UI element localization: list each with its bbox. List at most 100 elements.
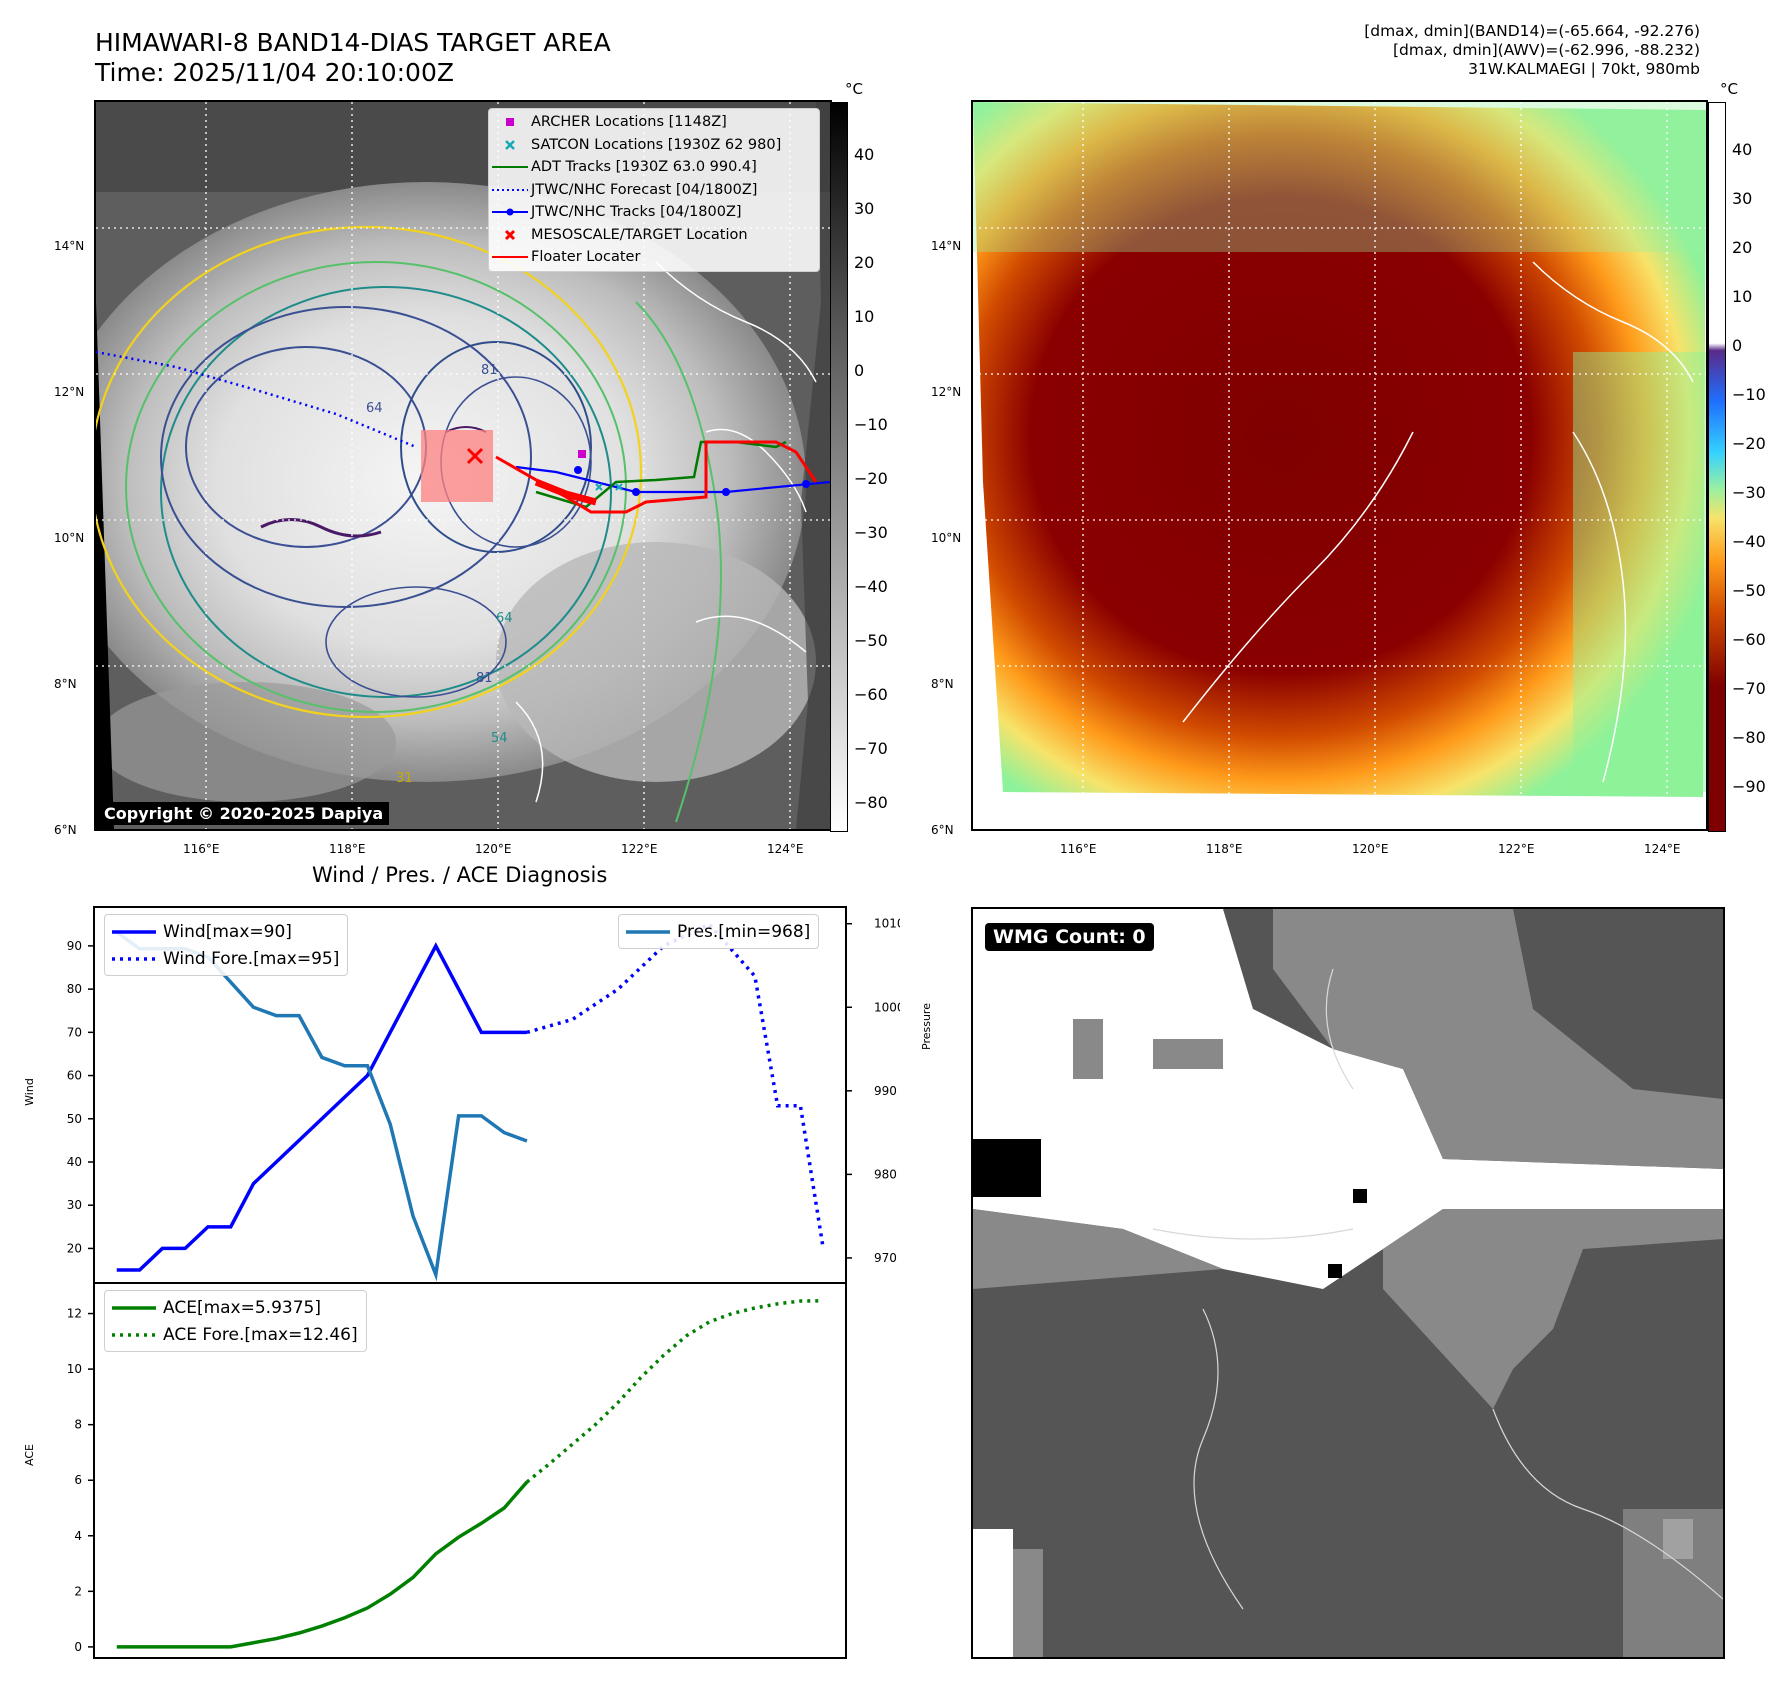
awv-colorbar-tick: −80	[1732, 728, 1766, 747]
ir-colorbar-tick: −10	[854, 415, 888, 434]
lat-tick-label: 14°N	[54, 239, 85, 253]
lat-tick-label: 14°N	[931, 239, 962, 253]
ir-map-legend: ARCHER Locations [1148Z] SATCON Location…	[488, 108, 820, 272]
ir-colorbar-tick: −20	[854, 469, 888, 488]
legend-ace: ACE[max=5.9375]	[105, 1294, 358, 1321]
awv-colorbar-tick: −60	[1732, 630, 1766, 649]
ir-colorbar	[830, 102, 848, 832]
ace-series-line-0	[116, 1480, 529, 1649]
ace-line-icon	[112, 1305, 156, 1310]
series-line-1	[526, 922, 825, 1249]
legend-item-floater: Floater Locater	[489, 246, 819, 269]
lat-tick-label: 8°N	[54, 677, 77, 691]
ace-y-tick-label: 8	[74, 1418, 82, 1432]
blue-dotted-line-icon	[492, 188, 528, 191]
lon-tick-label: 118°E	[1206, 842, 1243, 856]
archer-marker	[578, 450, 586, 458]
awv-colorbar-tick: −10	[1732, 385, 1766, 404]
legend-item-adt: ADT Tracks [1930Z 63.0 990.4]	[489, 156, 819, 179]
band14-range: [dmax, dmin](BAND14)=(-65.664, -92.276)	[1364, 22, 1700, 40]
ir-colorbar-tick: 20	[854, 253, 875, 272]
wind-y-tick-label: 40	[67, 1155, 82, 1169]
lat-tick-label: 8°N	[931, 677, 954, 691]
awv-colorbar-tick: −70	[1732, 679, 1766, 698]
legend-wind: Wind[max=90]	[105, 918, 339, 945]
lon-tick-label: 122°E	[621, 842, 658, 856]
wind-legend: Wind[max=90] Wind Fore.[max=95]	[104, 914, 349, 976]
lat-tick-label: 10°N	[931, 531, 962, 545]
ace-plot-frame	[93, 1282, 847, 1659]
lon-tick-label: 120°E	[1352, 842, 1389, 856]
contour-label-3: 64	[496, 611, 513, 626]
lat-tick-label: 10°N	[54, 531, 85, 545]
wind-y-tick-label: 80	[67, 982, 82, 996]
copyright-label: Copyright © 2020-2025 Dapiya	[98, 802, 390, 825]
ir-colorbar-unit: °C	[845, 80, 863, 98]
series-line-2	[115, 930, 528, 1282]
awv-map-panel	[971, 100, 1708, 831]
ir-colorbar-tick: −60	[854, 685, 888, 704]
awv-colorbar-tick: 10	[1732, 287, 1753, 306]
lon-tick-label: 116°E	[183, 842, 220, 856]
figure-title-line1: HIMAWARI-8 BAND14-DIAS TARGET AREA	[95, 28, 611, 57]
contour-label-2: 64	[366, 401, 383, 416]
lon-tick-label: 122°E	[1498, 842, 1535, 856]
ir-colorbar-tick: 0	[854, 361, 865, 380]
legend-item-tracks: JTWC/NHC Tracks [04/1800Z]	[489, 201, 819, 224]
ace-series-line-1	[525, 1299, 824, 1484]
wmg-panel: WMG Count: 0	[971, 907, 1725, 1659]
ir-colorbar-tick: −30	[854, 523, 888, 542]
pressure-y-tick-label: 970	[874, 1251, 897, 1265]
pressure-y-tick-label: 980	[874, 1167, 897, 1181]
ir-colorbar-tick: −70	[854, 739, 888, 758]
ace-y-tick-label: 0	[74, 1640, 82, 1654]
diagnosis-title: Wind / Pres. / ACE Diagnosis	[312, 863, 608, 887]
lat-tick-label: 12°N	[54, 385, 85, 399]
contour-label-1: 81	[481, 363, 498, 378]
blue-dot-line-icon	[492, 208, 528, 216]
green-line-icon	[492, 166, 528, 169]
red-x-icon	[504, 229, 516, 240]
wmg-map-image	[973, 909, 1723, 1657]
pressure-legend: Pres.[min=968]	[618, 914, 820, 949]
wind-y-tick-label: 50	[67, 1112, 82, 1126]
series-line-0	[116, 942, 527, 1272]
awv-colorbar-tick: −40	[1732, 532, 1766, 551]
cyan-x-icon	[505, 139, 515, 150]
legend-item-satcon: SATCON Locations [1930Z 62 980]	[489, 134, 819, 157]
wmg-count-badge: WMG Count: 0	[985, 923, 1154, 951]
pressure-y-tick-label: 1000	[874, 1000, 900, 1014]
ace-y-tick-label: 6	[74, 1473, 82, 1487]
awv-colorbar-tick: −90	[1732, 777, 1766, 796]
ace-y-tick-label: 4	[74, 1529, 82, 1543]
awv-colorbar-tick: −20	[1732, 434, 1766, 453]
wind-dotted-icon	[112, 956, 156, 961]
diagnosis-chart: Wind Pressure ACE 2030405060708090970980…	[23, 906, 900, 1659]
lon-tick-label: 118°E	[329, 842, 366, 856]
ace-y-tick-label: 2	[74, 1584, 82, 1598]
ace-y-tick-label: 10	[67, 1362, 82, 1376]
ir-colorbar-tick: 10	[854, 307, 875, 326]
wind-y-tick-label: 20	[67, 1241, 82, 1255]
ir-colorbar-tick: −80	[854, 793, 888, 812]
lon-tick-label: 116°E	[1060, 842, 1097, 856]
awv-colorbar-tick: 30	[1732, 189, 1753, 208]
lat-tick-label: 6°N	[54, 823, 77, 837]
ace-axis-label: ACE	[23, 1444, 36, 1466]
lat-tick-label: 6°N	[931, 823, 954, 837]
awv-colorbar-tick: 40	[1732, 140, 1753, 159]
ir-colorbar-tick: 40	[854, 145, 875, 164]
ir-colorbar-tick: −50	[854, 631, 888, 650]
awv-colorbar-tick: 20	[1732, 238, 1753, 257]
storm-info: 31W.KALMAEGI | 70kt, 980mb	[1468, 60, 1700, 78]
magenta-square-icon	[506, 118, 514, 127]
awv-range: [dmax, dmin](AWV)=(-62.996, -88.232)	[1393, 41, 1700, 59]
ace-legend: ACE[max=5.9375] ACE Fore.[max=12.46]	[104, 1290, 367, 1352]
legend-item-archer: ARCHER Locations [1148Z]	[489, 111, 819, 134]
wind-line-icon	[112, 929, 156, 934]
legend-pressure: Pres.[min=968]	[619, 918, 810, 945]
awv-colorbar	[1708, 102, 1726, 832]
lat-tick-label: 12°N	[931, 385, 962, 399]
awv-colorbar-unit: °C	[1720, 80, 1738, 98]
